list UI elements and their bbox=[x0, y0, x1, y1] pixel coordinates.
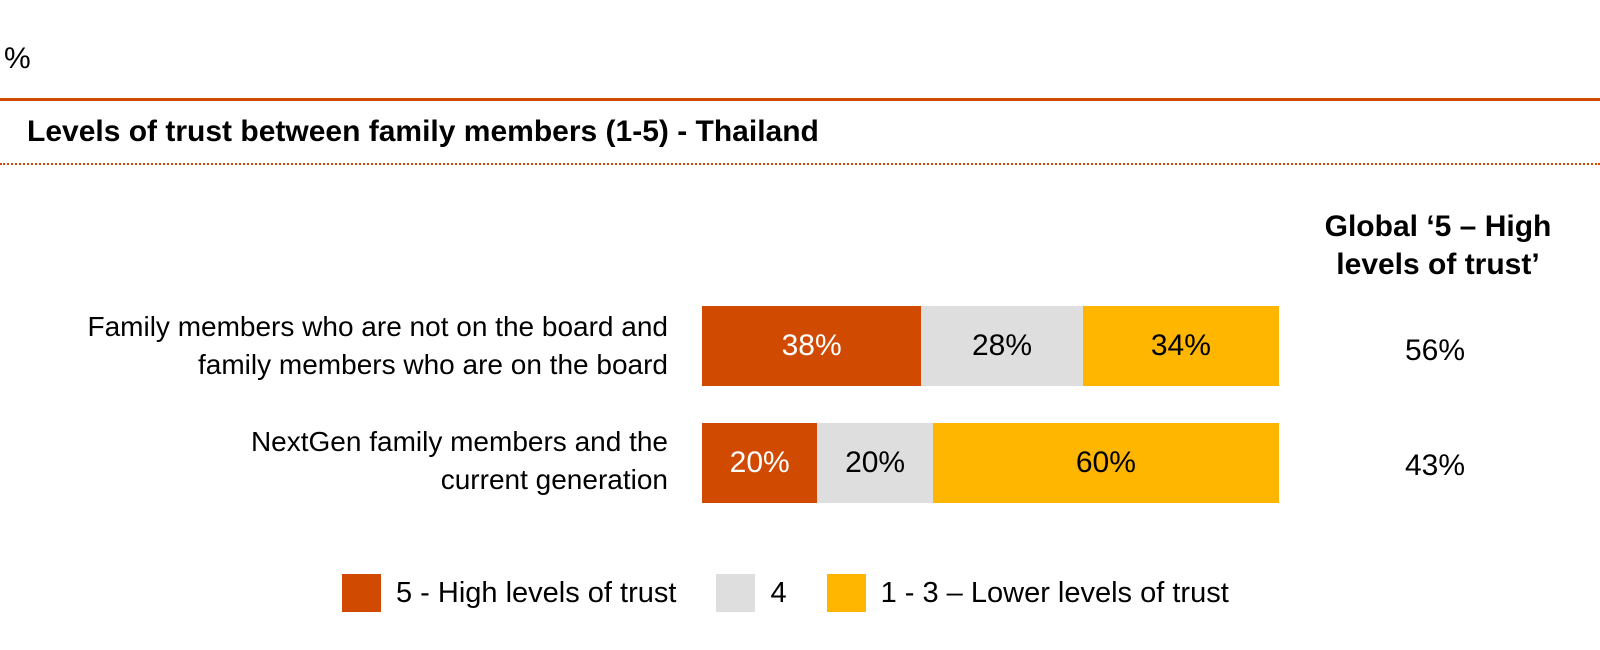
legend-swatch bbox=[716, 574, 756, 612]
global-column-header: Global ‘5 – High levels of trust’ bbox=[1298, 208, 1578, 284]
legend-label: 5 - High levels of trust bbox=[396, 576, 677, 609]
legend-swatch bbox=[826, 574, 866, 612]
legend-item: 5 - High levels of trust bbox=[342, 574, 676, 612]
top-rule bbox=[0, 98, 1600, 101]
bar-segment: 28% bbox=[921, 306, 1083, 386]
chart-title: Levels of trust between family members (… bbox=[27, 115, 819, 148]
category-label: Family members who are not on the board … bbox=[8, 308, 668, 384]
data-label: 60% bbox=[1075, 446, 1136, 479]
category-label: NextGen family members and the current g… bbox=[8, 423, 668, 499]
global-header-line: Global ‘5 – High bbox=[1324, 210, 1552, 243]
data-label: 38% bbox=[781, 329, 842, 362]
global-header-line: levels of trust’ bbox=[1336, 248, 1540, 281]
global-value: 43% bbox=[1404, 449, 1466, 482]
category-label-line: family members who are on the board bbox=[198, 349, 668, 380]
data-label: 20% bbox=[845, 446, 906, 479]
legend-item: 1 - 3 – Lower levels of trust bbox=[826, 574, 1229, 612]
data-label: 34% bbox=[1150, 329, 1211, 362]
data-label: 20% bbox=[729, 446, 790, 479]
dotted-rule bbox=[0, 163, 1600, 165]
bar-segment: 38% bbox=[702, 306, 922, 386]
category-label-line: NextGen family members and the bbox=[250, 426, 668, 457]
legend-swatch bbox=[342, 574, 381, 612]
data-label: 28% bbox=[972, 329, 1033, 362]
bar-segment: 20% bbox=[702, 423, 818, 503]
legend-label: 1 - 3 – Lower levels of trust bbox=[880, 576, 1229, 609]
global-value: 56% bbox=[1404, 334, 1466, 367]
stacked-bar-row: 20% 20% 60% bbox=[702, 423, 1279, 503]
category-label-line: current generation bbox=[440, 464, 668, 495]
stacked-bar-row: 38% 28% 34% bbox=[702, 306, 1279, 386]
unit-label: % bbox=[4, 42, 31, 75]
legend-label: 4 bbox=[770, 576, 787, 609]
legend: 5 - High levels of trust 4 1 - 3 – Lower… bbox=[342, 573, 1229, 613]
bar-segment: 60% bbox=[932, 423, 1279, 503]
category-label-line: Family members who are not on the board … bbox=[87, 311, 668, 342]
bar-segment: 34% bbox=[1082, 306, 1279, 386]
legend-item: 4 bbox=[716, 574, 787, 612]
bar-segment: 20% bbox=[817, 423, 933, 503]
